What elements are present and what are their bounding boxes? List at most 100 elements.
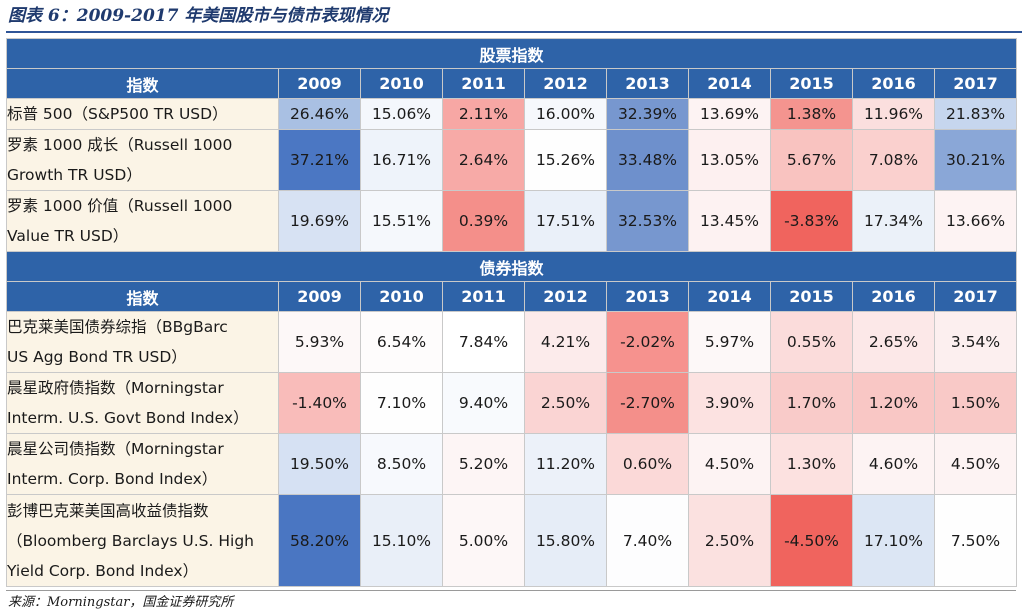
row-label-line: 巴克莱美国债券综指（BBgBarc: [7, 318, 228, 336]
row-label: 罗素 1000 价值（Russell 1000 Value TR USD）: [6, 190, 279, 252]
return-cell: 17.51%: [524, 190, 607, 252]
return-cell: 6.54%: [360, 311, 443, 373]
bond-header-row: 指数 2009 2010 2011 2012 2013 2014 2015 2016 2017: [6, 281, 1018, 312]
return-cell: 58.20%: [278, 494, 361, 587]
stock-section-title: 股票指数: [5, 38, 1018, 69]
return-cell: 13.45%: [688, 190, 771, 252]
column-header-index: 指数: [6, 68, 279, 99]
return-cell: 4.60%: [852, 433, 935, 495]
column-header-year: 2017: [933, 281, 1018, 312]
return-cell: 5.00%: [442, 494, 525, 587]
row-label-line: 晨星政府债指数（Morningstar: [7, 379, 224, 397]
return-cell: 4.50%: [933, 433, 1018, 495]
return-cell: 7.08%: [852, 129, 935, 191]
column-header-year: 2016: [852, 68, 935, 99]
return-cell: 1.50%: [933, 372, 1018, 434]
table-row: 晨星公司债指数（Morningstar Interm. Corp. Bond In…: [6, 433, 1018, 495]
return-cell: 17.10%: [852, 494, 935, 587]
row-label: 晨星公司债指数（Morningstar Interm. Corp. Bond In…: [6, 433, 279, 495]
return-cell: 16.71%: [360, 129, 443, 191]
column-header-year: 2009: [278, 68, 361, 99]
return-cell: 21.83%: [933, 98, 1018, 130]
column-header-index: 指数: [6, 281, 279, 312]
return-cell: 7.10%: [360, 372, 443, 434]
row-label-line: Value TR USD）: [7, 227, 129, 245]
return-cell: 11.20%: [524, 433, 607, 495]
table-row: 彭博巴克莱美国高收益债指数 （Bloomberg Barclays U.S. Hi…: [6, 494, 1018, 587]
return-cell: 0.55%: [770, 311, 853, 373]
return-cell: 13.69%: [688, 98, 771, 130]
row-label-line: 晨星公司债指数（Morningstar: [7, 440, 224, 458]
return-cell: 16.00%: [524, 98, 607, 130]
return-cell: 33.48%: [606, 129, 689, 191]
return-cell: 4.21%: [524, 311, 607, 373]
return-cell: 15.06%: [360, 98, 443, 130]
row-label: 罗素 1000 成长（Russell 1000 Growth TR USD）: [6, 129, 279, 191]
returns-table: 股票指数 指数 2009 2010 2011 2012 2013 2014 2015 2016 20…: [5, 38, 1018, 587]
table-body: 股票指数 指数 2009 2010 2011 2012 2013 2014 2015 2016 20…: [5, 38, 1018, 587]
return-cell: -2.70%: [606, 372, 689, 434]
column-header-year: 2015: [770, 68, 853, 99]
return-cell: 4.50%: [688, 433, 771, 495]
return-cell: 13.05%: [688, 129, 771, 191]
return-cell: -2.02%: [606, 311, 689, 373]
row-label-line: 罗素 1000 成长（Russell 1000: [7, 136, 233, 154]
return-cell: 1.38%: [770, 98, 853, 130]
column-header-year: 2010: [360, 68, 443, 99]
return-cell: 0.60%: [606, 433, 689, 495]
column-header-year: 2011: [442, 68, 525, 99]
return-cell: 5.20%: [442, 433, 525, 495]
return-cell: 1.70%: [770, 372, 853, 434]
row-label-line: Interm. U.S. Govt Bond Index）: [7, 409, 249, 427]
return-cell: -4.50%: [770, 494, 853, 587]
column-header-year: 2012: [524, 281, 607, 312]
return-cell: 3.54%: [933, 311, 1018, 373]
return-cell: 7.84%: [442, 311, 525, 373]
column-header-year: 2014: [688, 281, 771, 312]
return-cell: 15.80%: [524, 494, 607, 587]
return-cell: 11.96%: [852, 98, 935, 130]
return-cell: 32.53%: [606, 190, 689, 252]
source-note: 来源：Morningstar，国金证券研究所: [8, 595, 234, 610]
return-cell: 26.46%: [278, 98, 361, 130]
bond-section-title-row: 债券指数: [5, 251, 1018, 282]
table-row: 罗素 1000 成长（Russell 1000 Growth TR USD） 37.…: [6, 129, 1018, 191]
return-cell: 2.50%: [688, 494, 771, 587]
column-header-year: 2012: [524, 68, 607, 99]
return-cell: 8.50%: [360, 433, 443, 495]
row-label: 标普 500（S&P500 TR USD）: [6, 98, 279, 130]
row-label: 巴克莱美国债券综指（BBgBarc US Agg Bond TR USD）: [6, 311, 279, 373]
table-row: 罗素 1000 价值（Russell 1000 Value TR USD） 19.6…: [6, 190, 1018, 252]
return-cell: 17.34%: [852, 190, 935, 252]
return-cell: 7.50%: [933, 494, 1018, 587]
row-label-line: 罗素 1000 价值（Russell 1000: [7, 197, 233, 215]
column-header-year: 2013: [606, 281, 689, 312]
return-cell: 19.69%: [278, 190, 361, 252]
return-cell: 30.21%: [933, 129, 1018, 191]
return-cell: 7.40%: [606, 494, 689, 587]
row-label-line: US Agg Bond TR USD）: [7, 348, 187, 366]
row-label-line: Growth TR USD）: [7, 166, 142, 184]
return-cell: 0.39%: [442, 190, 525, 252]
return-cell: 5.97%: [688, 311, 771, 373]
row-label-line: 彭博巴克莱美国高收益债指数: [7, 501, 209, 520]
return-cell: -1.40%: [278, 372, 361, 434]
return-cell: 2.65%: [852, 311, 935, 373]
column-header-year: 2009: [278, 281, 361, 312]
table-row: 巴克莱美国债券综指（BBgBarc US Agg Bond TR USD） 5.93…: [6, 311, 1018, 373]
return-cell: 3.90%: [688, 372, 771, 434]
row-label-line: Interm. Corp. Bond Index）: [7, 470, 218, 488]
row-label-line: （Bloomberg Barclays U.S. High: [7, 531, 255, 550]
return-cell: 15.10%: [360, 494, 443, 587]
return-cell: 5.93%: [278, 311, 361, 373]
return-cell: 2.64%: [442, 129, 525, 191]
return-cell: -3.83%: [770, 190, 853, 252]
row-label-line: 标普 500（S&P500 TR USD）: [7, 105, 228, 123]
row-label: 彭博巴克莱美国高收益债指数 （Bloomberg Barclays U.S. Hi…: [6, 494, 279, 587]
table-row: 晨星政府债指数（Morningstar Interm. U.S. Govt Bon…: [6, 372, 1018, 434]
return-cell: 15.51%: [360, 190, 443, 252]
bottom-divider: [6, 590, 1016, 591]
return-cell: 1.20%: [852, 372, 935, 434]
return-cell: 32.39%: [606, 98, 689, 130]
column-header-year: 2013: [606, 68, 689, 99]
